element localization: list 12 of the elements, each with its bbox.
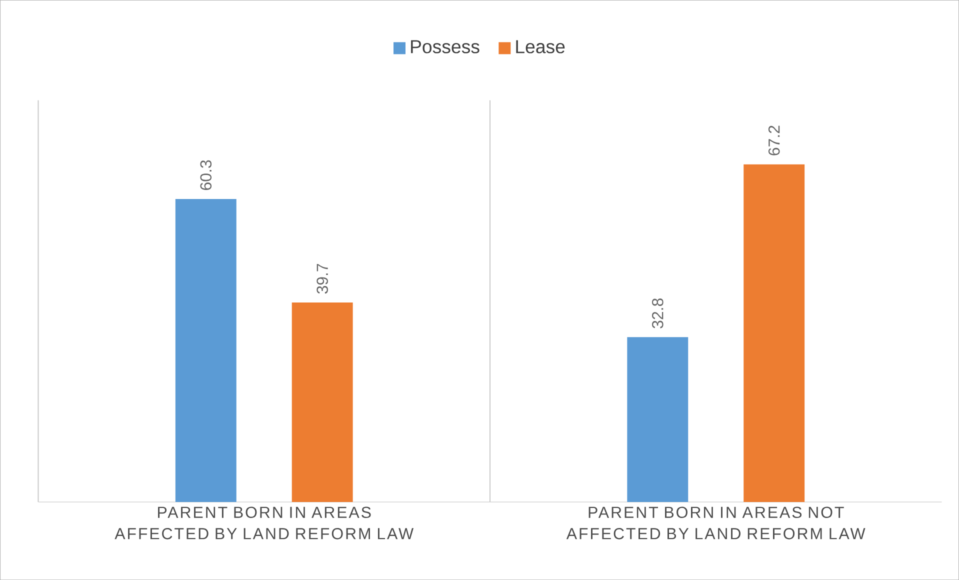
data-label: 67.2 xyxy=(768,126,780,156)
data-label: 39.7 xyxy=(316,264,328,294)
bar xyxy=(175,198,236,502)
data-label: 60.3 xyxy=(200,160,212,190)
x-tick-label: PARENT BORN IN AREAS AFFECTED BY LAND REFORM LAW xyxy=(114,506,414,540)
bar xyxy=(292,302,353,502)
bar xyxy=(744,164,805,502)
bar xyxy=(627,337,688,502)
legend-label: Lease xyxy=(516,40,565,54)
legend-label: Possess xyxy=(411,40,480,54)
data-label: 32.8 xyxy=(652,298,664,328)
x-tick-label: PARENT BORN IN AREAS NOT AFFECTED BY LAND REFORM LAW xyxy=(566,506,866,540)
